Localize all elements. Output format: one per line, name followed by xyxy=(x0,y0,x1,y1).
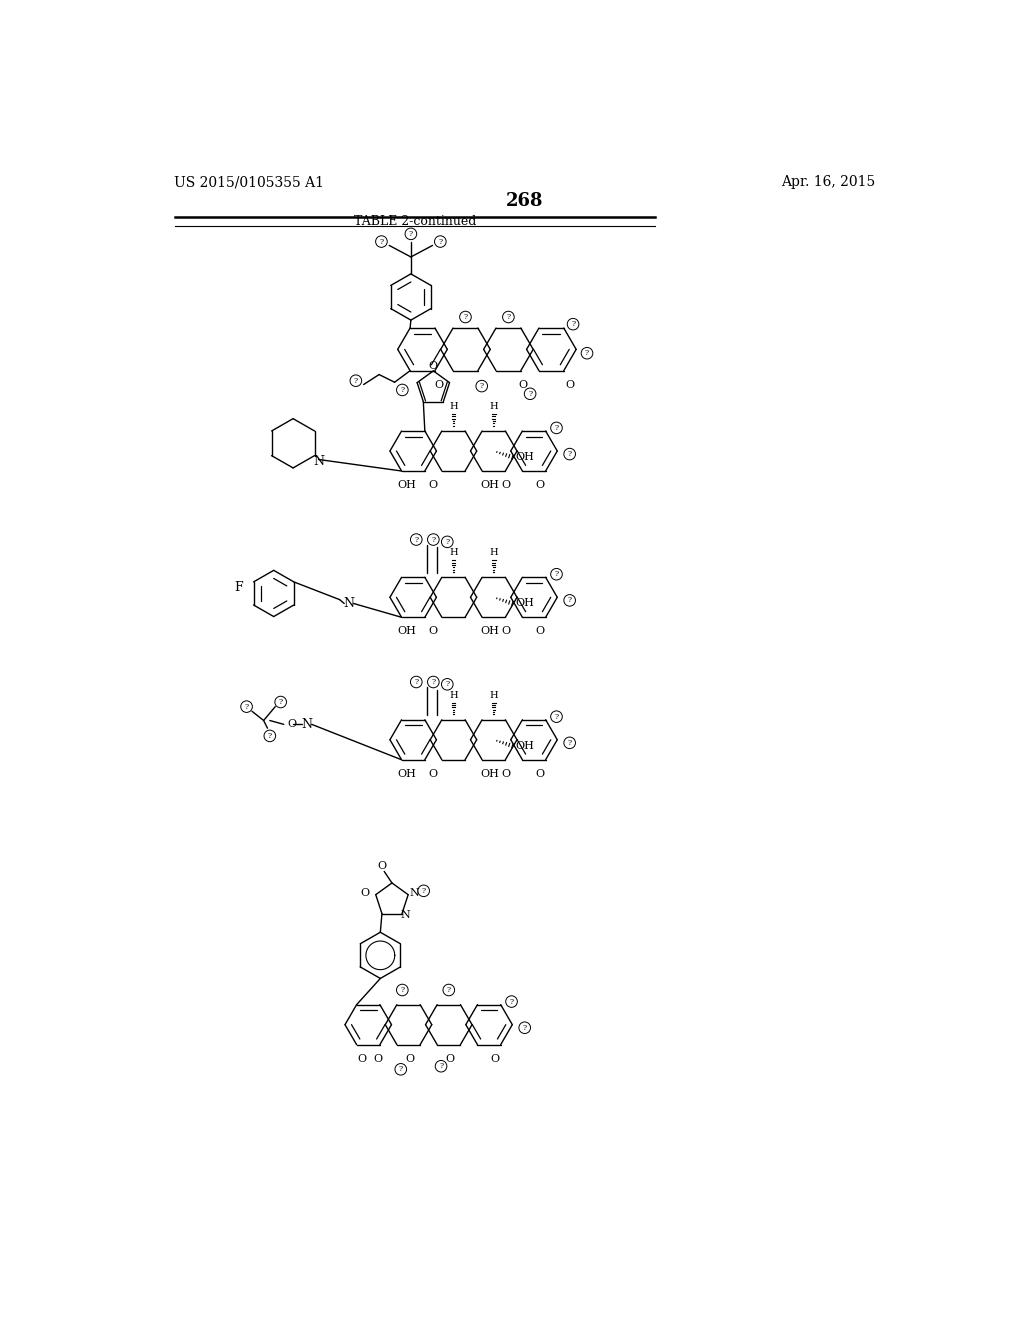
Text: ?: ? xyxy=(528,389,532,397)
Text: ?: ? xyxy=(431,678,435,686)
Text: TABLE 2-continued: TABLE 2-continued xyxy=(353,215,476,228)
Text: H: H xyxy=(489,548,498,557)
Text: O: O xyxy=(429,480,438,490)
Text: ?: ? xyxy=(353,376,358,384)
Text: OH: OH xyxy=(397,626,417,636)
Text: O: O xyxy=(536,768,545,779)
Text: ?: ? xyxy=(245,702,249,710)
Text: Apr. 16, 2015: Apr. 16, 2015 xyxy=(781,176,876,189)
Text: F: F xyxy=(234,581,243,594)
Text: H: H xyxy=(450,403,458,411)
Text: ?: ? xyxy=(522,1024,526,1032)
Text: OH: OH xyxy=(397,768,417,779)
Text: ?: ? xyxy=(567,739,571,747)
Text: O: O xyxy=(502,626,510,636)
Text: O: O xyxy=(429,360,438,371)
Text: O: O xyxy=(518,380,527,389)
Text: ?: ? xyxy=(479,381,483,391)
Text: ?: ? xyxy=(439,1063,443,1071)
Text: ?: ? xyxy=(415,536,419,544)
Text: ?: ? xyxy=(438,238,442,246)
Text: ?: ? xyxy=(415,678,419,686)
Text: N: N xyxy=(410,888,420,898)
Text: OH: OH xyxy=(480,768,500,779)
Text: O: O xyxy=(536,480,545,490)
Text: O: O xyxy=(360,888,370,898)
Text: H: H xyxy=(450,548,458,557)
Text: ?: ? xyxy=(554,570,558,578)
Text: OH: OH xyxy=(515,453,535,462)
Text: O: O xyxy=(429,768,438,779)
Text: H: H xyxy=(489,690,498,700)
Text: ?: ? xyxy=(554,424,558,432)
Text: ?: ? xyxy=(445,537,450,546)
Text: ?: ? xyxy=(464,313,468,321)
Text: ?: ? xyxy=(571,321,575,329)
Text: O: O xyxy=(377,861,386,871)
Text: H: H xyxy=(489,403,498,411)
Text: H: H xyxy=(450,690,458,700)
Text: OH: OH xyxy=(480,626,500,636)
Text: ?: ? xyxy=(554,713,558,721)
Text: O: O xyxy=(434,380,443,389)
Text: OH: OH xyxy=(480,480,500,490)
Text: N: N xyxy=(343,597,354,610)
Text: US 2015/0105355 A1: US 2015/0105355 A1 xyxy=(174,176,325,189)
Text: O: O xyxy=(490,1053,500,1064)
Text: ?: ? xyxy=(506,313,511,321)
Text: ?: ? xyxy=(400,385,404,393)
Text: O: O xyxy=(536,626,545,636)
Text: O: O xyxy=(406,1053,415,1064)
Text: ?: ? xyxy=(445,680,450,688)
Text: N: N xyxy=(313,455,324,469)
Text: OH: OH xyxy=(515,598,535,609)
Text: ?: ? xyxy=(398,1065,402,1073)
Text: N: N xyxy=(400,911,410,920)
Text: ?: ? xyxy=(400,986,404,994)
Text: O: O xyxy=(565,380,574,389)
Text: ?: ? xyxy=(422,887,426,895)
Text: ?: ? xyxy=(585,350,589,358)
Text: N: N xyxy=(301,718,312,731)
Text: ?: ? xyxy=(409,230,413,238)
Text: O: O xyxy=(287,719,296,730)
Text: O: O xyxy=(374,1053,383,1064)
Text: OH: OH xyxy=(397,480,417,490)
Text: ?: ? xyxy=(379,238,383,246)
Text: O: O xyxy=(445,1053,455,1064)
Text: ?: ? xyxy=(567,450,571,458)
Text: 268: 268 xyxy=(506,191,544,210)
Text: O: O xyxy=(357,1053,367,1064)
Text: ?: ? xyxy=(279,698,283,706)
Text: O: O xyxy=(429,626,438,636)
Text: ?: ? xyxy=(431,536,435,544)
Text: ?: ? xyxy=(446,986,451,994)
Text: ?: ? xyxy=(267,731,272,741)
Text: O: O xyxy=(502,768,510,779)
Text: O: O xyxy=(502,480,510,490)
Text: ?: ? xyxy=(567,597,571,605)
Text: OH: OH xyxy=(515,741,535,751)
Text: ?: ? xyxy=(510,998,514,1006)
